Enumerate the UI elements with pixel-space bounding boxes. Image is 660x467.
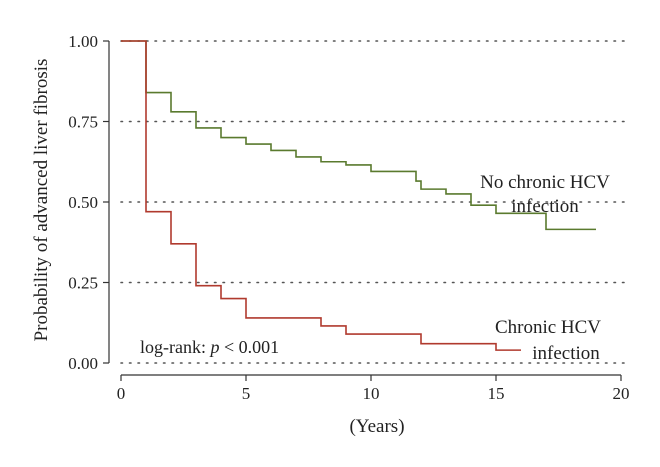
series-group <box>121 40 596 351</box>
logrank-p: p <box>208 337 219 357</box>
y-tick-label: 1.00 <box>68 32 98 51</box>
series-label-hcv-line2: infection <box>532 343 600 364</box>
logrank-prefix: log-rank: <box>140 337 210 357</box>
x-tick-label: 15 <box>488 384 505 403</box>
y-tick-label: 0.00 <box>68 354 98 373</box>
x-tick-label: 20 <box>613 384 630 403</box>
x-tick-label: 10 <box>363 384 380 403</box>
x-axis-title: (Years) <box>349 416 404 437</box>
series-label-no-hcv-line2: infection <box>511 196 579 217</box>
series-label-no-hcv-line1: No chronic HCV <box>480 172 610 193</box>
x-tick-label: 0 <box>117 384 126 403</box>
grid <box>120 40 631 364</box>
y-axis-title: Probability of advanced liver fibrosis <box>31 59 52 342</box>
y-tick-label: 0.25 <box>68 274 98 293</box>
logrank-annotation: log-rank: p < 0.001 <box>140 337 279 357</box>
x-tick-label: 5 <box>242 384 251 403</box>
series-line-no-chronic-hcv <box>121 40 596 231</box>
series-label-hcv-line1: Chronic HCV <box>495 317 601 338</box>
series-line-chronic-hcv <box>121 40 521 351</box>
y-tick-label: 0.50 <box>68 193 98 212</box>
ticks: 0.00 0.25 0.50 0.75 1.00 0 5 10 15 20 <box>68 32 629 403</box>
y-tick-label: 0.75 <box>68 113 98 132</box>
logrank-rest: < 0.001 <box>219 337 279 357</box>
